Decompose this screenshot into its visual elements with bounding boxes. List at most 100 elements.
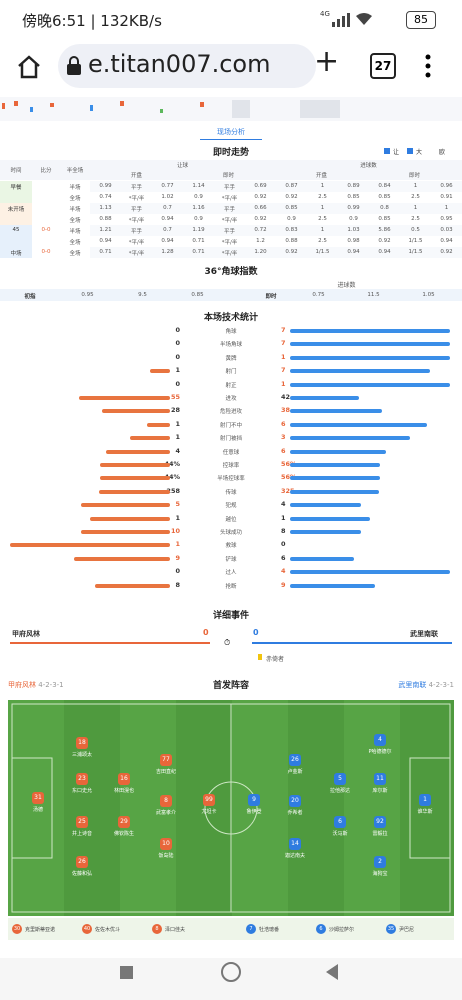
row-period: 全场 <box>69 251 81 257</box>
odds-cell: 0.83 <box>285 227 298 233</box>
stat-label: 半场角球 <box>219 342 242 349</box>
odds-cell: 1.28 <box>161 249 174 255</box>
sub-name: 泽口佳夫 <box>165 927 186 933</box>
away-bar <box>290 382 450 387</box>
odds-cell: 0.9 <box>194 194 203 200</box>
away-line <box>252 642 452 644</box>
stat-label: 抢断 <box>225 583 237 590</box>
row-period: 全场 <box>69 218 81 224</box>
option[interactable]: 让 <box>384 147 400 156</box>
odds-cell: 0.71 <box>192 249 205 255</box>
option[interactable]: 大 <box>407 147 423 156</box>
home-bar <box>130 436 170 441</box>
sub-num: 6 <box>316 924 326 934</box>
corner-cell: 0.85 <box>191 292 204 298</box>
odds-cell: 1.20 <box>254 249 267 255</box>
odds-cell: 0.95 <box>440 216 453 222</box>
odds-cell: 0.7 <box>163 227 172 233</box>
odds-cell: 0.71 <box>99 249 112 255</box>
status-net: 4G <box>320 10 330 18</box>
row-period: 半场 <box>69 185 81 191</box>
odds-cell: *平/半 <box>221 218 238 224</box>
row-bg <box>90 247 462 258</box>
stat-label: 射门不中 <box>219 422 242 429</box>
nav-recent[interactable] <box>120 966 133 979</box>
corner-cell: 11.5 <box>367 292 380 298</box>
away-bar <box>290 476 380 481</box>
odds-cell: 0.98 <box>347 238 360 244</box>
away-bar <box>290 530 362 534</box>
url-bar[interactable] <box>58 44 316 88</box>
sub-name: 佐佐木优斗 <box>95 927 121 933</box>
tab-analysis[interactable]: 现场分析 <box>200 127 262 140</box>
row-score: 0-0 <box>41 227 51 233</box>
stat-home: 0 <box>175 326 180 334</box>
odds-cell: 2.5 <box>318 194 327 200</box>
menu[interactable] <box>424 54 432 78</box>
odds-cell: 0.99 <box>347 205 360 211</box>
odds-cell: 0.96 <box>440 183 453 189</box>
home-bar <box>147 422 170 427</box>
option[interactable]: 欧 <box>430 147 446 156</box>
lineup-home: 甲府风林 4-2-3-1 <box>8 680 64 690</box>
stat-away: 7 <box>281 366 286 375</box>
th-open: 开盘 <box>130 173 142 179</box>
row-bg <box>90 214 462 225</box>
odds-cell: 0.7 <box>163 205 172 211</box>
nav-home[interactable] <box>221 962 241 982</box>
tab-count[interactable]: 27 <box>370 53 396 79</box>
odds-cell: *平/半 <box>128 196 145 202</box>
row-time: 45 <box>12 227 20 233</box>
timeline-strip <box>0 97 462 121</box>
stat-away: 9 <box>281 580 286 589</box>
corner-cell: 9.5 <box>138 292 147 298</box>
home-bar <box>90 516 170 521</box>
stat-away: 7 <box>281 339 286 348</box>
odds-cell: 2.5 <box>318 216 327 222</box>
odds-cell: *平/半 <box>128 218 145 224</box>
home-bar <box>99 489 170 494</box>
odds-cell: 0.84 <box>378 183 391 189</box>
stat-away: 4 <box>281 567 286 576</box>
events-away: 武里南联 <box>410 630 438 638</box>
odds-cell: 0.92 <box>285 249 298 255</box>
home-button[interactable] <box>16 54 42 80</box>
away-bar <box>290 583 375 588</box>
odds-cell: *平/半 <box>221 196 238 202</box>
away-bar <box>290 463 380 467</box>
sub-name: 沙姆拉萨尔 <box>329 927 355 933</box>
odds-cell: *平/半 <box>128 240 145 246</box>
th-open: 开盘 <box>315 173 327 179</box>
odds-cell: 1 <box>320 205 325 211</box>
stat-label: 控球率 <box>222 463 240 469</box>
odds-cell: *平/半 <box>221 240 238 246</box>
odds-cell: 1 <box>320 183 325 189</box>
odds-cell: 0.8 <box>380 205 389 211</box>
home-bar <box>94 583 170 588</box>
odds-cell: 平手 <box>223 229 235 235</box>
status-time: 傍晚6:51 | 132KB/s <box>22 12 162 30</box>
away-bar <box>290 449 386 454</box>
stat-label: 犯规 <box>225 503 237 510</box>
stat-away: 6 <box>281 419 286 428</box>
stat-home: 0 <box>175 352 180 361</box>
odds-cell: 0.89 <box>347 183 360 189</box>
th-score: 比分 <box>40 168 52 174</box>
corner-cell: 1.05 <box>422 292 435 298</box>
odds-cell: 0.94 <box>161 238 174 244</box>
stat-label: 传球 <box>225 489 237 496</box>
nav-back[interactable] <box>324 963 340 981</box>
odds-cell: 0.9 <box>194 216 203 222</box>
home-bar <box>102 409 170 414</box>
odds-cell: 0.5 <box>411 227 420 233</box>
home-bar <box>106 449 170 454</box>
odds-cell: 0.94 <box>440 238 453 244</box>
home-name: 甲府风林 <box>8 681 36 689</box>
stat-away: 6 <box>281 446 286 455</box>
sub-name: 克里斯蒂亚诺 <box>25 927 56 933</box>
odds-cell: 0.66 <box>254 205 267 211</box>
new-tab[interactable]: + <box>314 44 340 79</box>
lineup-away: 武里南联 4-2-3-1 <box>398 680 454 690</box>
stat-label: 射门被挡 <box>219 436 242 443</box>
odds-cell: 1.19 <box>192 227 205 233</box>
